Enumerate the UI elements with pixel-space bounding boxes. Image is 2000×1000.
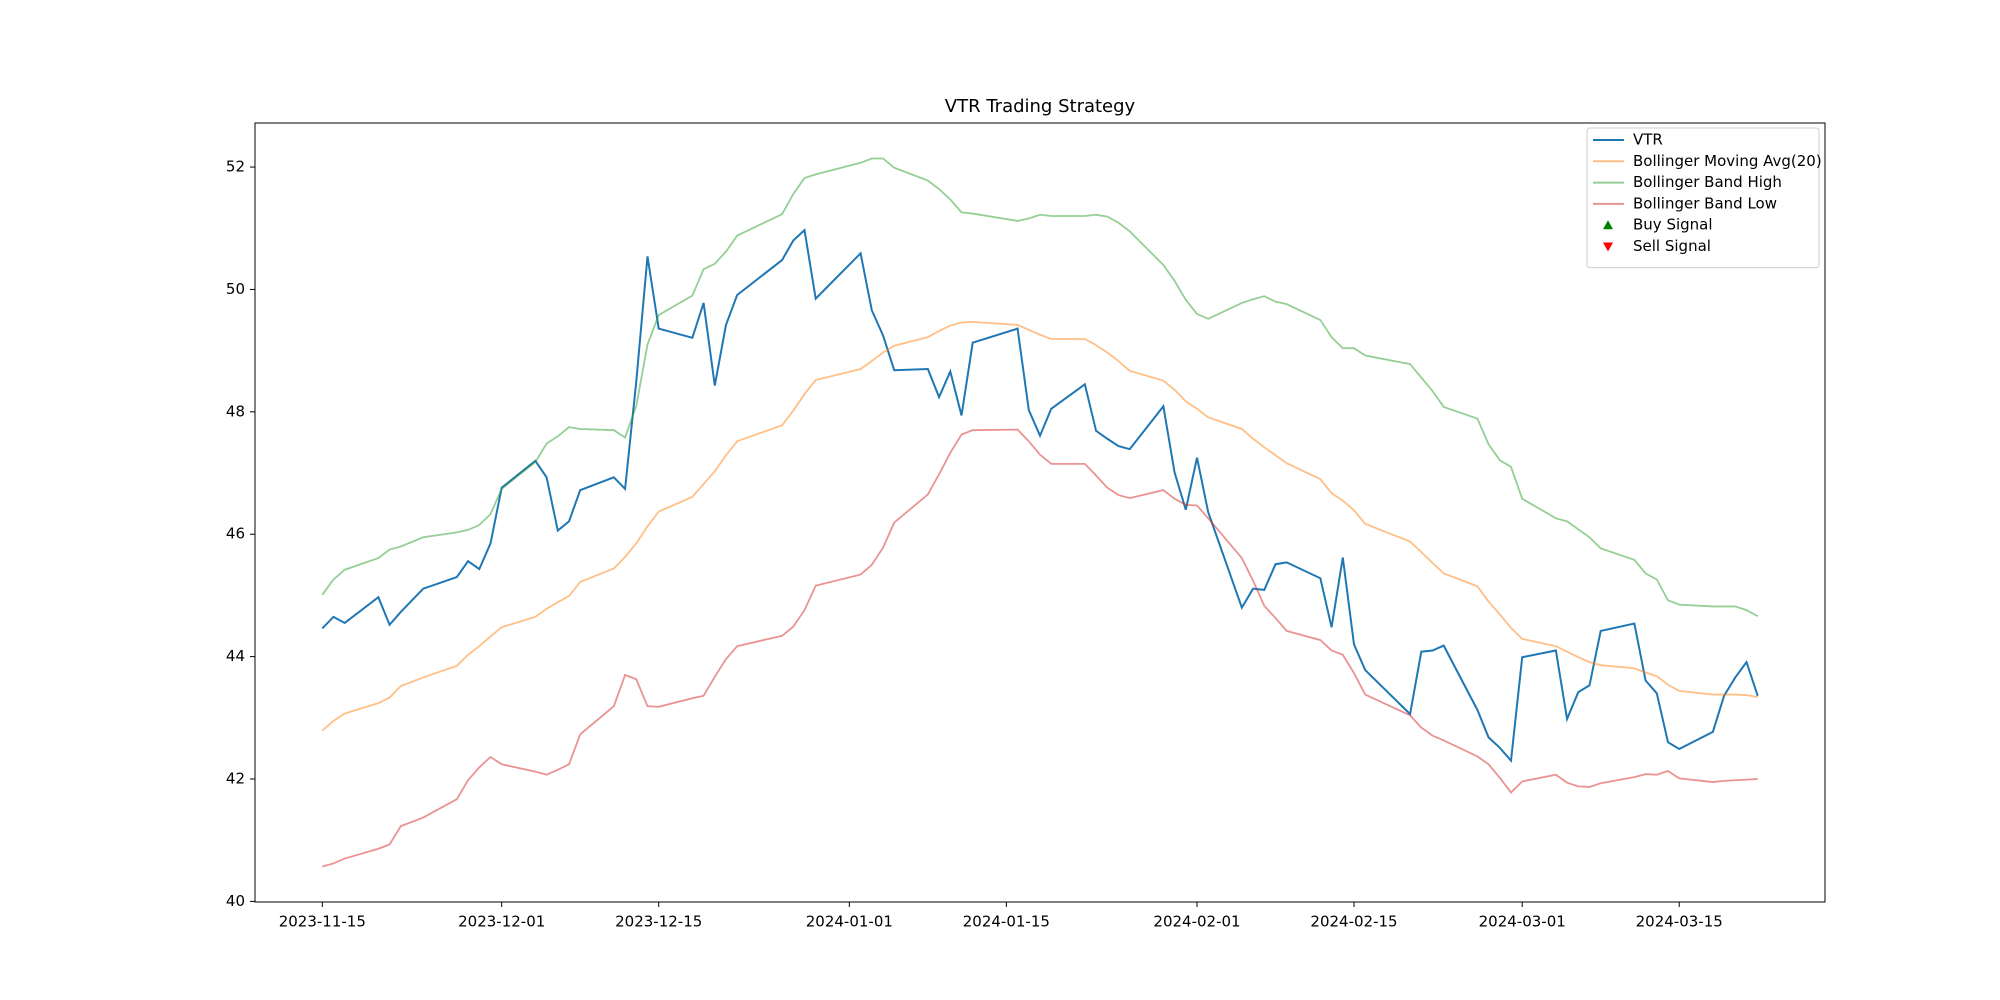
series-line xyxy=(321,228,1759,764)
y-tick-label: 52 xyxy=(226,158,245,176)
x-tick-label: 2024-01-15 xyxy=(963,913,1050,931)
series-line xyxy=(322,428,1758,868)
plot-frame xyxy=(254,122,1826,903)
series-line xyxy=(321,320,1758,732)
legend-label: Bollinger Moving Avg(20) xyxy=(1633,152,1822,170)
x-tick-label: 2024-01-01 xyxy=(806,913,893,931)
x-tick-label: 2024-03-15 xyxy=(1636,913,1723,931)
chart-title: VTR Trading Strategy xyxy=(945,96,1136,117)
x-tick-label: 2024-03-01 xyxy=(1479,913,1566,931)
legend-box xyxy=(1586,127,1820,269)
x-tick-label: 2023-12-15 xyxy=(615,913,702,931)
series-line xyxy=(321,157,1759,618)
x-tick-label: 2023-11-15 xyxy=(279,913,366,931)
y-tick-label: 50 xyxy=(226,280,245,298)
legend-marker xyxy=(1603,242,1613,252)
y-tick-label: 48 xyxy=(226,402,245,420)
legend-label: Buy Signal xyxy=(1633,216,1713,234)
x-tick-label: 2024-02-15 xyxy=(1310,913,1397,931)
legend-label: VTR xyxy=(1633,131,1663,149)
y-tick-label: 42 xyxy=(226,770,245,788)
legend: VTR Bollinger Moving Avg(20) Bollinger Ban… xyxy=(1586,127,1822,269)
legend-label: Bollinger Band High xyxy=(1633,173,1782,191)
legend-label: Bollinger Band Low xyxy=(1633,194,1777,212)
y-tick-label: 46 xyxy=(226,525,245,543)
legend-marker xyxy=(1603,220,1613,230)
legend-label: Sell Signal xyxy=(1633,237,1711,255)
x-tick-label: 2024-02-01 xyxy=(1153,913,1240,931)
y-tick-label: 44 xyxy=(226,647,245,665)
x-tick-label: 2023-12-01 xyxy=(458,913,545,931)
y-tick-label: 40 xyxy=(226,892,245,910)
